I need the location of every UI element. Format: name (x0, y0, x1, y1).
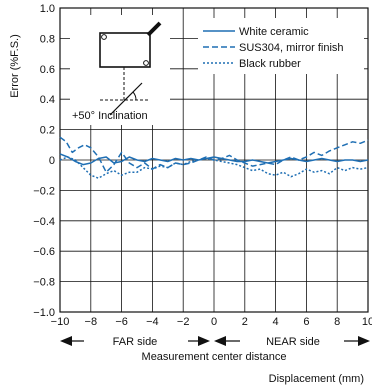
x-tick-label: 10 (362, 316, 372, 328)
measurement-center-label: Measurement center distance (142, 351, 287, 363)
y-tick-label: 0.8 (40, 33, 55, 45)
legend-label-white-ceramic: White ceramic (239, 26, 309, 38)
x-axis-label: Displacement (mm) (269, 373, 364, 385)
x-tick-label: 2 (242, 316, 248, 328)
y-tick-label: −0.8 (33, 277, 55, 289)
x-tick-label: 4 (273, 316, 279, 328)
series-line-0 (59, 153, 369, 166)
legend-label-sus304: SUS304, mirror finish (239, 42, 344, 54)
x-tick-label: −10 (51, 316, 70, 328)
side-arrows: FAR side NEAR side (60, 334, 370, 348)
sensor-body-icon (99, 21, 162, 100)
legend-label-black-rubber: Black rubber (239, 58, 301, 70)
series-line-1 (59, 136, 369, 173)
y-tick-label: 0 (49, 155, 55, 167)
y-tick-label: 0.6 (40, 64, 55, 76)
x-tick-label: −8 (85, 316, 98, 328)
series-line-2 (59, 156, 369, 179)
far-left-arrowhead-icon (60, 336, 72, 346)
y-tick-label: −0.4 (33, 216, 55, 228)
far-side-label: FAR side (113, 336, 158, 348)
y-tick-label: 0.2 (40, 125, 55, 137)
x-tick-label: 0 (211, 316, 217, 328)
x-tick-label: −4 (146, 316, 159, 328)
near-left-arrowhead-icon (214, 336, 226, 346)
y-tick-label: 0.4 (40, 94, 55, 106)
x-tick-label: −2 (177, 316, 190, 328)
series-lines (59, 136, 369, 179)
y-tick-label: 1.0 (40, 3, 55, 15)
tick-labels: −10 −8 −6 −4 −2 0 2 4 6 8 10 1.0 0.8 0.6 0.4 0.2 0 −0.2 −0… (33, 3, 372, 328)
inclination-label: +50° Inclination (72, 110, 148, 122)
sensor-inclination-illustration: +50° Inclination (70, 15, 170, 125)
y-tick-label: −1.0 (33, 307, 55, 319)
y-axis-label: Error (%F.S.) (9, 34, 21, 98)
y-tick-label: −0.6 (33, 246, 55, 258)
x-tick-label: 6 (303, 316, 309, 328)
x-tick-label: 8 (334, 316, 340, 328)
legend: White ceramic SUS304, mirror finish Blac… (198, 18, 364, 74)
x-tick-label: −6 (115, 316, 128, 328)
inclined-target-icon (100, 82, 148, 116)
near-right-arrowhead-icon (358, 336, 370, 346)
y-tick-label: −0.2 (33, 185, 55, 197)
far-right-arrowhead-icon (198, 336, 210, 346)
near-side-label: NEAR side (266, 336, 320, 348)
